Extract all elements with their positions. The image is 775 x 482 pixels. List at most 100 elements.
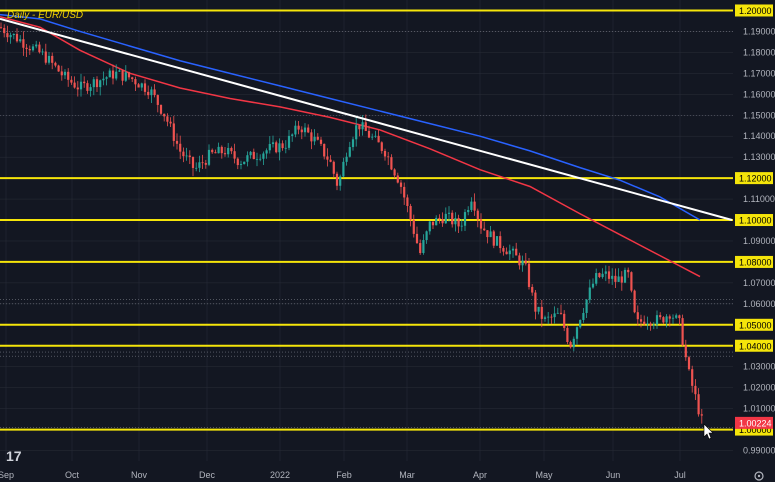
trendline[interactable] bbox=[0, 17, 733, 221]
candle-body bbox=[278, 143, 281, 153]
candle-body bbox=[38, 44, 41, 53]
price-tick-label: 1.08000 bbox=[739, 257, 772, 267]
price-tick-label: 1.19000 bbox=[743, 26, 775, 36]
candle-body bbox=[294, 125, 297, 135]
candle-body bbox=[214, 152, 217, 154]
candle-body bbox=[681, 318, 684, 346]
candle-body bbox=[134, 79, 137, 85]
candle-body bbox=[467, 209, 470, 213]
candle-body bbox=[313, 136, 316, 142]
candle-body bbox=[102, 78, 105, 81]
candle-body bbox=[505, 251, 508, 255]
candle-body bbox=[54, 62, 57, 66]
moving-averages bbox=[0, 13, 701, 278]
candle-body bbox=[108, 70, 111, 78]
candle-body bbox=[502, 248, 505, 252]
candle-body bbox=[121, 70, 124, 81]
candle-body bbox=[217, 146, 220, 154]
candle-body bbox=[588, 287, 591, 300]
time-tick-label: Jun bbox=[606, 470, 621, 480]
candle-body bbox=[383, 150, 387, 157]
candle-body bbox=[419, 243, 422, 254]
tradingview-logo-icon: 17 bbox=[6, 448, 22, 464]
candle-body bbox=[425, 231, 428, 241]
candle-body bbox=[399, 182, 403, 187]
candle-body bbox=[579, 319, 582, 328]
candle-body bbox=[476, 210, 479, 220]
candle-body bbox=[614, 275, 617, 282]
candle-body bbox=[563, 313, 566, 328]
price-tick-label: 1.15000 bbox=[743, 110, 775, 120]
candle-body bbox=[227, 147, 230, 155]
candle-body bbox=[633, 290, 636, 313]
time-tick-label: Jul bbox=[674, 470, 686, 480]
price-tick-label: 1.10000 bbox=[739, 216, 772, 226]
candle-body bbox=[342, 161, 345, 177]
price-tick-label: 1.18000 bbox=[743, 47, 775, 57]
candle-body bbox=[473, 201, 476, 211]
gear-icon[interactable] bbox=[754, 471, 764, 481]
candle-body bbox=[671, 317, 675, 319]
price-axis[interactable]: 1.20000 1.19000 1.18000 1.17000 1.16000 1.150… bbox=[733, 0, 775, 482]
candle-body bbox=[550, 316, 553, 318]
candle-body bbox=[591, 283, 595, 288]
time-tick-label: Sep bbox=[0, 470, 14, 480]
time-tick-label: Oct bbox=[65, 470, 80, 480]
moving-average-line bbox=[0, 13, 701, 221]
candle-body bbox=[451, 212, 454, 225]
level-price-tag bbox=[735, 4, 773, 17]
candle-body bbox=[697, 394, 700, 415]
candle-body bbox=[553, 313, 556, 318]
candle-body bbox=[303, 127, 307, 133]
candle-body bbox=[527, 263, 531, 287]
candle-body bbox=[127, 72, 131, 78]
candle-body bbox=[678, 315, 681, 319]
level-price-tag bbox=[735, 255, 773, 268]
candle-body bbox=[300, 129, 303, 133]
candle-body bbox=[403, 186, 406, 198]
candle-body bbox=[329, 159, 332, 162]
candle-body bbox=[595, 273, 598, 284]
time-tick-label: May bbox=[535, 470, 553, 480]
candle-body bbox=[675, 315, 678, 318]
candle-body bbox=[348, 147, 351, 157]
candle-body bbox=[89, 87, 92, 91]
time-tick-label: Mar bbox=[399, 470, 415, 480]
candle-body bbox=[511, 248, 515, 251]
candle-body bbox=[211, 149, 214, 153]
price-tick-label: 1.09000 bbox=[743, 236, 775, 246]
candle-body bbox=[92, 79, 95, 88]
price-tick-label: 1.05000 bbox=[739, 320, 772, 330]
candle-body bbox=[99, 80, 102, 88]
candle-body bbox=[147, 91, 150, 96]
candle-body bbox=[339, 176, 342, 186]
candle-body bbox=[271, 142, 275, 144]
candle-body bbox=[415, 233, 419, 244]
candle-body bbox=[70, 79, 73, 83]
candle-body bbox=[291, 134, 294, 136]
candle-body bbox=[131, 77, 134, 80]
candle-body bbox=[182, 151, 185, 157]
candle-body bbox=[665, 316, 668, 323]
candle-body bbox=[457, 217, 460, 227]
candle-body bbox=[636, 312, 639, 320]
candle-body bbox=[604, 271, 607, 274]
candle-body bbox=[371, 136, 374, 138]
candle-body bbox=[198, 162, 201, 168]
candle-body bbox=[236, 158, 239, 166]
candle-body bbox=[518, 255, 521, 266]
time-tick-label: Nov bbox=[131, 470, 148, 480]
candle-body bbox=[172, 123, 175, 141]
time-axis[interactable]: Sep Oct Nov Dec 2022 Feb Mar Apr May Jun Jul bbox=[0, 461, 733, 482]
candle-body bbox=[623, 269, 627, 283]
candle-body bbox=[611, 275, 614, 279]
candle-body bbox=[297, 125, 300, 130]
level-price-tag bbox=[735, 339, 773, 352]
candle-body bbox=[159, 104, 163, 114]
candle-body bbox=[166, 116, 169, 122]
candle-body bbox=[374, 135, 377, 137]
candle-body bbox=[12, 33, 15, 36]
candle-body bbox=[83, 81, 86, 84]
candle-body bbox=[694, 385, 697, 395]
